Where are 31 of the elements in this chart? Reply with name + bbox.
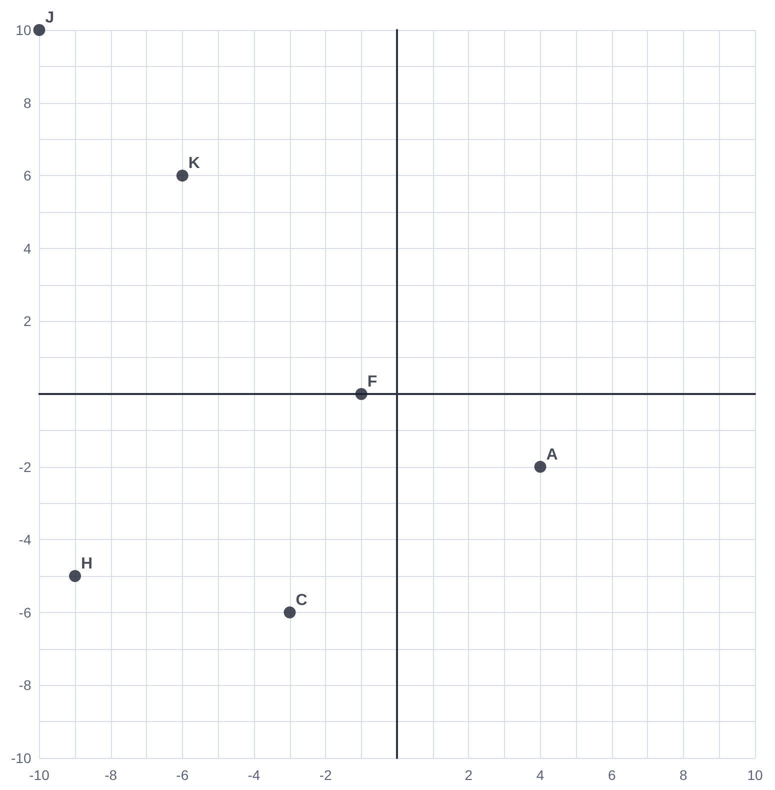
y-tick-label: 8 — [23, 94, 32, 111]
y-tick-label: -2 — [18, 458, 32, 475]
point — [176, 170, 188, 182]
point — [69, 570, 82, 582]
y-tick-label: 4 — [23, 240, 32, 256]
x-tick-label: -2 — [319, 767, 332, 783]
y-tick-label: -4 — [18, 532, 32, 548]
x-tick-label: 2 — [464, 767, 473, 783]
point — [534, 460, 546, 473]
data-label: K — [188, 155, 200, 172]
x-tick-label: -6 — [176, 767, 189, 783]
data-label: F — [367, 374, 378, 390]
point — [284, 606, 296, 618]
x-tick-label: 8 — [680, 767, 688, 783]
data-label: H — [81, 556, 93, 572]
y-tick-label: -10 — [11, 750, 32, 766]
y-tick-label: -6 — [18, 604, 32, 620]
data-label: J — [45, 10, 54, 26]
point — [355, 388, 368, 400]
y-tick-label: 2 — [23, 313, 32, 330]
point — [33, 24, 46, 36]
x-tick-label: 10 — [747, 767, 763, 783]
x-tick-label: 6 — [608, 767, 616, 783]
y-tick-label: -8 — [18, 677, 32, 694]
x-tick-label: -4 — [248, 767, 260, 783]
x-tick-label: -8 — [104, 767, 118, 783]
y-tick-label: 6 — [23, 168, 32, 184]
y-tick-label: 10 — [16, 22, 32, 38]
data-label: C — [296, 592, 308, 609]
x-tick-label: 4 — [536, 767, 544, 783]
data-label: A — [546, 446, 558, 464]
